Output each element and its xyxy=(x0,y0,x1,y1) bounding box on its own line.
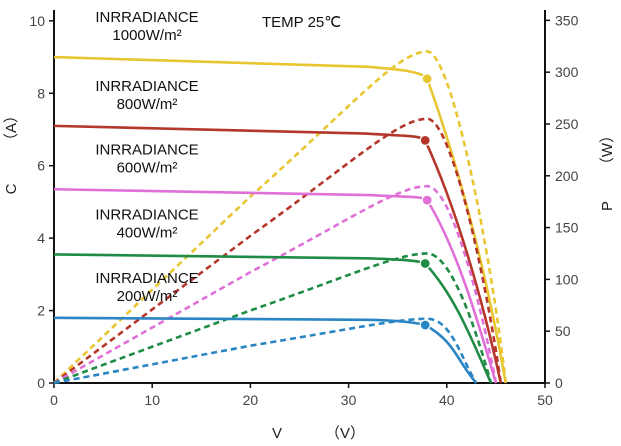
y-right-tick-label: 350 xyxy=(555,12,579,28)
x-tick-label: 0 xyxy=(50,392,58,408)
pv-curve xyxy=(53,117,503,385)
y-right-tick-label: 100 xyxy=(555,271,579,287)
y-right-tick-label: 150 xyxy=(555,220,579,236)
x-axis-label-unit: （V） xyxy=(325,425,365,442)
series-label-irradiance: 1000W/m² xyxy=(112,27,181,44)
series-label-title: INRRADIANCE xyxy=(95,141,198,158)
y-left-axis-label-unit: （A） xyxy=(3,108,20,148)
temperature-label: TEMP 25℃ xyxy=(262,14,341,31)
y-left-axis-label-symbol: C xyxy=(3,183,20,194)
curves xyxy=(53,50,508,385)
pv-curve xyxy=(53,184,498,385)
y-right-tick-label: 50 xyxy=(555,323,571,339)
series-labels: INRRADIANCE1000W/m²INRRADIANCE800W/m²INR… xyxy=(95,9,198,305)
x-tick-label: 40 xyxy=(439,392,455,408)
iv-curve xyxy=(53,124,503,384)
series-label-title: INRRADIANCE xyxy=(95,78,198,95)
iv-curve xyxy=(53,187,498,384)
y-left-tick-label: 8 xyxy=(37,85,45,101)
mpp-point xyxy=(421,73,433,85)
y-right-tick-label: 250 xyxy=(555,116,579,132)
mpp-point xyxy=(419,319,431,331)
y-right-tick-label: 300 xyxy=(555,64,579,80)
y-right-axis-label-symbol: P xyxy=(599,201,616,211)
pv-curve xyxy=(53,50,508,384)
series-label-title: INRRADIANCE xyxy=(95,9,198,26)
y-left-tick-label: 4 xyxy=(37,230,45,246)
series-label-irradiance: 800W/m² xyxy=(117,96,178,113)
axes: 0 10 20 30 40 500246810050100150200250300350V… xyxy=(3,10,616,442)
iv-curve xyxy=(53,316,478,384)
x-axis-label-symbol: V xyxy=(272,425,282,442)
y-left-tick-label: 10 xyxy=(29,13,45,29)
y-right-tick-label: 0 xyxy=(555,375,563,391)
series-label-irradiance: 600W/m² xyxy=(117,159,178,176)
series-label-irradiance: 400W/m² xyxy=(117,224,178,241)
y-right-tick-label: 200 xyxy=(555,168,579,184)
x-tick-label: 10 xyxy=(144,392,160,408)
mpp-point xyxy=(419,257,431,270)
y-left-tick-label: 6 xyxy=(37,158,45,174)
x-tick-label: 20 xyxy=(243,392,259,408)
y-right-axis-label-unit: （W） xyxy=(599,128,616,172)
x-tick-label: 50 xyxy=(537,392,553,408)
pv-curve xyxy=(53,317,478,385)
mpp-point xyxy=(421,194,433,206)
pv-curve xyxy=(53,252,493,385)
series-label-title: INRRADIANCE xyxy=(95,270,198,287)
iv-curve xyxy=(53,55,508,384)
x-tick-label: 30 xyxy=(341,392,357,408)
y-left-tick-label: 0 xyxy=(37,375,45,391)
mpp-point xyxy=(419,134,431,146)
y-left-tick-label: 2 xyxy=(37,303,45,319)
series-label-irradiance: 200W/m² xyxy=(117,288,178,305)
series-label-title: INRRADIANCE xyxy=(95,206,198,223)
